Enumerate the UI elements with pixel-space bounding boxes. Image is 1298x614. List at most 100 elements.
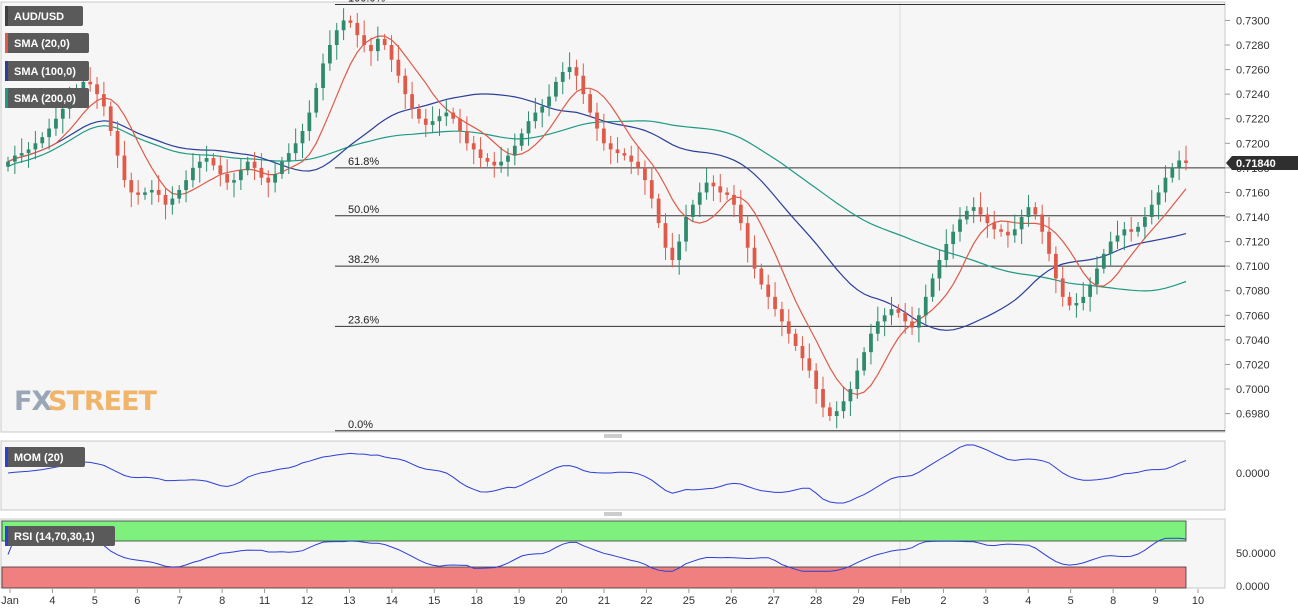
- mom-resize-handle[interactable]: [604, 434, 622, 439]
- candle-down: [485, 158, 490, 162]
- candle-down: [595, 112, 599, 129]
- candle-down: [1184, 160, 1188, 163]
- candle-up: [567, 67, 572, 73]
- candle-up: [328, 45, 332, 64]
- candle-up: [197, 161, 202, 168]
- candle-down: [711, 182, 716, 187]
- candle-up: [81, 81, 86, 90]
- rsi-resize-handle[interactable]: [604, 512, 622, 517]
- candle-up: [143, 192, 147, 195]
- price-tick-label: 0.7140: [1236, 212, 1270, 224]
- candle-down: [252, 161, 257, 168]
- candle-down: [800, 346, 805, 359]
- price-tick-label: 0.7220: [1236, 114, 1270, 126]
- candle-up: [19, 153, 24, 156]
- svg-text:AUD/USD: AUD/USD: [14, 11, 64, 23]
- badge-sma-20[interactable]: SMA (20,0): [5, 33, 89, 53]
- badge-rsi[interactable]: RSI (14,70,30,1): [5, 526, 115, 546]
- candle-down: [807, 358, 812, 371]
- date-tick-label: 11: [259, 595, 270, 607]
- candle-up: [533, 112, 538, 122]
- candle-down: [1006, 231, 1010, 236]
- candle-down: [348, 20, 353, 23]
- candle-up: [1170, 167, 1175, 178]
- candle-up: [1101, 253, 1106, 269]
- candle-up: [300, 131, 305, 144]
- candle-down: [896, 309, 901, 313]
- candle-up: [958, 219, 962, 232]
- candle-down: [1053, 253, 1058, 279]
- candle-up: [684, 217, 688, 242]
- price-tick-label: 0.7300: [1236, 15, 1270, 27]
- date-tick-label: 27: [768, 595, 780, 607]
- candle-down: [451, 112, 456, 119]
- candle-up: [334, 30, 339, 45]
- date-tick-label: Feb: [892, 595, 911, 607]
- candle-down: [1047, 231, 1051, 254]
- candle-down: [780, 309, 784, 322]
- mom-tick-0: 0.0000: [1236, 468, 1270, 480]
- candle-down: [773, 296, 777, 310]
- rsi-overbought-zone: [1, 520, 1187, 542]
- candle-up: [917, 315, 921, 328]
- rsi-oversold-zone: [1, 566, 1187, 589]
- candle-up: [841, 401, 846, 412]
- date-tick-label: 8: [1110, 595, 1116, 607]
- date-tick-label: Jan: [1, 595, 19, 607]
- date-tick-label: 12: [301, 595, 313, 607]
- candle-up: [33, 143, 38, 150]
- candle-up: [506, 155, 510, 162]
- fibonacci-levels: 100.0% 61.8% 50.0% 38.2% 23.6% 0.0%: [335, 0, 1225, 432]
- sma-20-line: [7, 35, 1187, 396]
- candle-up: [1156, 192, 1161, 205]
- candle-down: [122, 155, 127, 181]
- fib-label: 38.2%: [348, 254, 379, 266]
- candle-up: [170, 198, 175, 205]
- candle-down: [129, 180, 134, 193]
- date-tick-label: 6: [134, 595, 140, 607]
- candle-up: [971, 207, 976, 211]
- rsi-series: [7, 537, 1187, 572]
- mom-series: [7, 444, 1187, 504]
- candle-up: [964, 210, 969, 220]
- badge-sma-200[interactable]: SMA (200,0): [5, 88, 89, 108]
- candle-down: [766, 284, 771, 297]
- candle-up: [6, 161, 10, 167]
- candle-up: [930, 278, 935, 297]
- candle-up: [889, 309, 894, 316]
- svg-text:0.71840: 0.71840: [1236, 158, 1276, 170]
- candle-up: [314, 88, 319, 113]
- candle-down: [985, 214, 990, 224]
- date-tick-label: 13: [343, 595, 355, 607]
- fib-label: 23.6%: [348, 314, 379, 326]
- candle-down: [211, 158, 216, 166]
- badge-aud-usd[interactable]: AUD/USD: [5, 6, 83, 26]
- candle-down: [588, 94, 593, 113]
- badge-mom[interactable]: MOM (20): [5, 447, 85, 467]
- candle-down: [725, 192, 730, 195]
- candle-down: [492, 161, 497, 166]
- fib-label: 0.0%: [348, 419, 373, 431]
- svg-text:RSI (14,70,30,1): RSI (14,70,30,1): [14, 531, 95, 543]
- candle-down: [670, 247, 675, 260]
- candle-up: [273, 174, 277, 183]
- candle-up: [882, 315, 887, 322]
- candle-up: [547, 96, 551, 107]
- candle-down: [1060, 278, 1065, 297]
- candle-up: [375, 38, 380, 52]
- price-tick-label: 0.7240: [1236, 89, 1270, 101]
- price-tick-label: 0.7120: [1236, 237, 1270, 249]
- candle-up: [40, 137, 45, 144]
- badge-sma-100[interactable]: SMA (100,0): [5, 61, 89, 81]
- price-tick-label: 0.6980: [1236, 409, 1270, 421]
- price-tick-label: 0.7260: [1236, 65, 1270, 77]
- candle-up: [677, 241, 682, 260]
- candle-up: [1122, 229, 1127, 236]
- candle-down: [581, 75, 586, 95]
- candle-up: [1108, 241, 1113, 254]
- date-tick-label: 7: [177, 595, 183, 607]
- candle-up: [1163, 177, 1168, 193]
- candle-down: [355, 22, 360, 36]
- price-tick-label: 0.7000: [1236, 384, 1270, 396]
